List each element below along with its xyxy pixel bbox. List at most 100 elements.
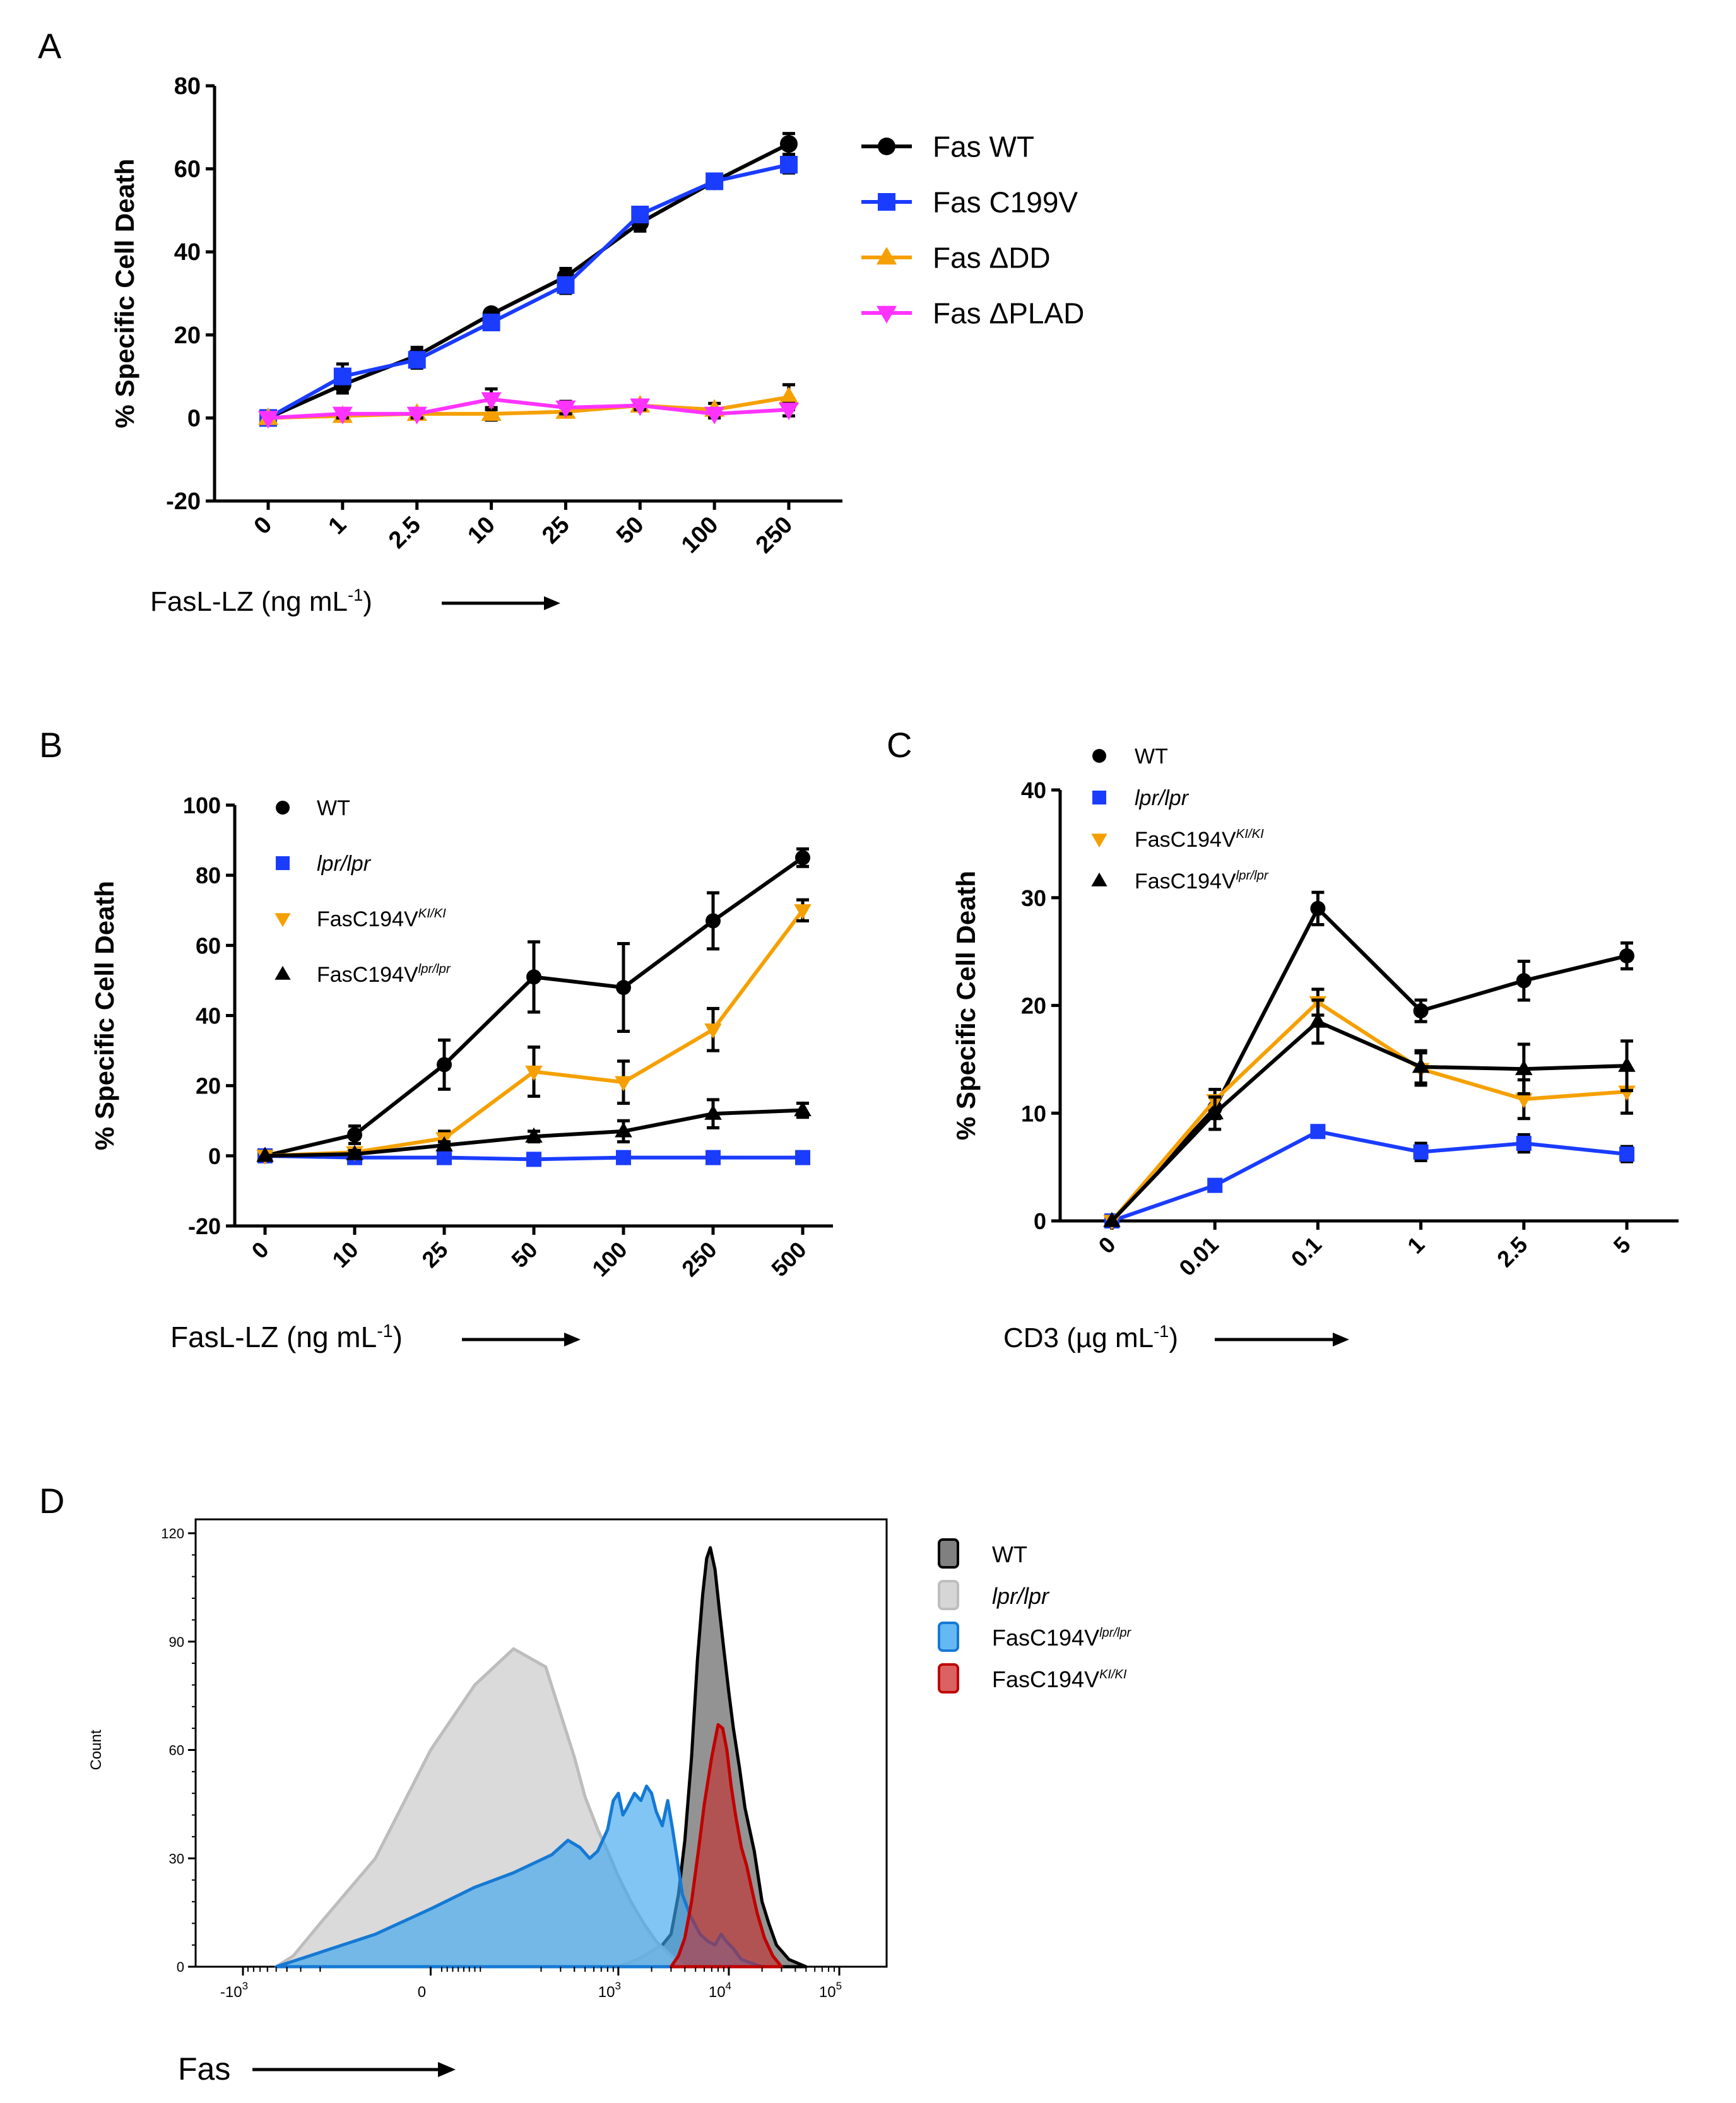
y-tick-label: 100 <box>183 792 221 818</box>
legend-label-sup: KI/KI <box>418 907 447 921</box>
legend-item-fasc194vlpr-lpr: FasC194Vlpr/lpr <box>1091 869 1269 893</box>
data-point <box>1309 1012 1327 1028</box>
legend-label-sup: lpr/lpr <box>418 962 451 976</box>
data-point <box>778 386 800 404</box>
legend-marker <box>276 801 290 815</box>
y-tick-label: 80 <box>174 73 201 100</box>
x-axis-label: Fas <box>178 2051 230 2087</box>
legend-item-fasc194vlpr-lpr: FasC194Vlpr/lpr <box>938 1622 1131 1652</box>
legend-label-sup: lpr/lpr <box>1236 869 1269 883</box>
data-point <box>526 969 541 985</box>
x-tick-label-exp: 5 <box>836 1980 842 1992</box>
x-tick-label: 250 <box>751 512 798 559</box>
legend-item-fasc194vki-ki: FasC194VKI/KI <box>938 1663 1127 1694</box>
legend-label-sup: KI/KI <box>1099 1668 1127 1682</box>
legend-item-fas-c199v: Fas C199V <box>861 186 1078 219</box>
legend-label-text: FasC194V <box>1135 869 1236 893</box>
legend-label: WT <box>317 796 350 820</box>
legend-marker <box>878 193 895 211</box>
legend-marker <box>1092 791 1106 804</box>
x-axis-label-end: ) <box>393 1321 403 1353</box>
data-point <box>526 1152 541 1167</box>
x-axis-label-end: ) <box>363 586 372 617</box>
data-point <box>408 351 426 369</box>
x-tick-label: 0 <box>247 1237 274 1264</box>
x-tick-label: 103 <box>598 1980 621 2001</box>
legend-label-text: lpr/lpr <box>1135 786 1190 810</box>
y-tick-label: -20 <box>166 488 201 515</box>
x-tick-label: 0.01 <box>1174 1232 1224 1281</box>
legend-item-fas-plad: Fas ΔPLAD <box>861 297 1084 330</box>
x-tick-label-exp: 3 <box>615 1980 620 1992</box>
data-point <box>1206 1104 1224 1119</box>
y-tick-label: 0 <box>208 1143 221 1169</box>
data-point <box>1516 973 1532 989</box>
y-tick-label: 60 <box>169 1743 184 1758</box>
y-tick-label: 40 <box>196 1003 221 1029</box>
data-point <box>437 1150 452 1165</box>
chart-panel-c: 0 10 20 30 40 0 0.01 0.1 1 2.5 5 % Specific Cell De… <box>951 745 1679 1353</box>
series-fas-c199v <box>259 155 798 427</box>
data-point <box>615 1076 632 1092</box>
x-axis-label-sup: -1 <box>1154 1321 1169 1341</box>
legend-marker <box>276 856 290 870</box>
legend-label-text: FasC194V <box>992 1625 1099 1651</box>
legend-swatch <box>938 1538 959 1569</box>
x-tick-label: 0 <box>418 1984 426 2001</box>
legend-marker <box>876 247 897 265</box>
data-point <box>794 1101 812 1117</box>
y-tick-label: 0 <box>1034 1208 1046 1234</box>
y-tick-label: 20 <box>196 1073 221 1099</box>
legend-item-wt: WT <box>276 796 350 820</box>
y-tick-label: 90 <box>169 1634 184 1650</box>
y-tick-label: -20 <box>188 1213 221 1239</box>
x-axis-arrow-head <box>438 2062 456 2077</box>
legend-label: lpr/lpr <box>992 1583 1050 1609</box>
data-point <box>333 367 351 386</box>
x-tick-label: 0 <box>1094 1232 1121 1259</box>
data-point <box>616 980 631 996</box>
x-tick-label: 2.5 <box>384 512 426 554</box>
data-point <box>435 1136 453 1152</box>
series-line <box>1110 905 1627 1223</box>
data-point <box>1207 1177 1223 1193</box>
x-axis-label-main: CD3 (µg mL <box>1003 1322 1154 1353</box>
x-axis-label-sup: -1 <box>348 585 363 604</box>
legend-label: FasC194Vlpr/lpr <box>992 1625 1131 1651</box>
data-point <box>704 406 725 425</box>
x-axis-label: CD3 (µg mL-1) <box>1003 1321 1178 1353</box>
legend-label-text: FasC194V <box>992 1666 1099 1692</box>
y-tick-label: 120 <box>161 1526 184 1541</box>
x-tick-label: 50 <box>611 512 649 550</box>
legend-label-text: Fas ΔPLAD <box>933 297 1084 330</box>
data-point <box>1413 1003 1429 1019</box>
data-point <box>615 1122 632 1138</box>
x-tick-label-base: -10 <box>220 1984 242 2001</box>
x-axis-label: FasL-LZ (ng mL-1) <box>170 1321 403 1353</box>
x-axis-label-sup: -1 <box>377 1321 393 1341</box>
data-point <box>332 406 353 425</box>
chart-panel-a: -20 0 20 40 60 80 0 1 2.5 10 25 50 100 250 % Specific … <box>110 73 1084 617</box>
x-tick-label: 100 <box>676 512 724 559</box>
legend-swatch <box>938 1580 959 1610</box>
chart-panel-b: -20 0 20 40 60 80 100 0 10 25 50 100 250 500 % Specifi… <box>90 792 833 1353</box>
y-tick-label: 20 <box>174 322 201 349</box>
series-fasc194vki-ki <box>256 898 812 1165</box>
y-tick-label: 60 <box>196 933 221 958</box>
data-point <box>1413 1144 1429 1160</box>
data-point <box>525 1065 543 1081</box>
legend-swatch <box>938 1622 959 1652</box>
data-point <box>1619 1146 1634 1162</box>
x-axis-label-main: FasL-LZ (ng mL <box>150 586 348 617</box>
series-fasc194vki-ki <box>1103 987 1636 1230</box>
data-point <box>1619 948 1634 963</box>
legend-label: WT <box>992 1541 1027 1567</box>
x-tick-label: 104 <box>709 1980 731 2001</box>
legend-label: Fas WT <box>933 131 1034 163</box>
x-axis-arrow-head <box>544 596 560 610</box>
data-point <box>795 1150 810 1165</box>
data-point <box>704 1104 722 1120</box>
y-axis-label: % Specific Cell Death <box>951 871 981 1140</box>
legend-marker <box>1091 834 1107 848</box>
